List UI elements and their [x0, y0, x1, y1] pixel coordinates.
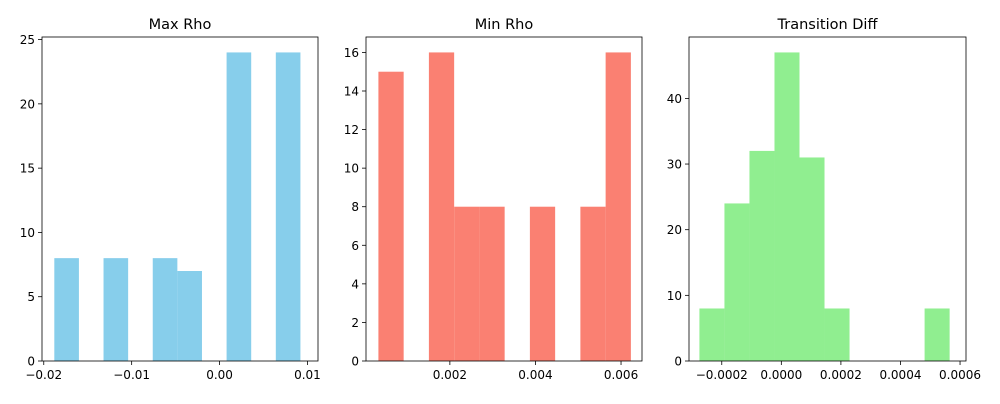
histogram-bar: [749, 150, 775, 361]
axes-frame: [688, 36, 967, 362]
x-tick-label: 0.004: [518, 368, 552, 382]
x-tick-label: 0.0002: [820, 368, 862, 382]
y-tick-label: 10: [344, 162, 359, 176]
histogram-bar: [529, 206, 556, 361]
histogram-bar: [54, 258, 79, 361]
histogram-bar: [924, 308, 950, 361]
y-tick-label: 2: [351, 316, 359, 330]
histogram-bar: [226, 52, 252, 362]
histogram-bar: [699, 308, 725, 361]
y-tick-label: 0: [27, 355, 35, 369]
x-tick-label: 0.002: [433, 368, 467, 382]
histogram-bar: [580, 206, 606, 361]
x-tick-label: −0.02: [25, 368, 62, 382]
x-tick-label: −0.01: [113, 368, 150, 382]
histogram-bar: [378, 71, 404, 362]
histogram-bar: [479, 206, 505, 361]
histogram-bar: [824, 308, 850, 361]
histogram-bars: [54, 52, 301, 362]
y-tick-label: 6: [351, 239, 359, 253]
histogram-bar: [152, 258, 178, 361]
chart-panel: −0.0002 0.0000 0.0002 0.0004 0.0006 0 10 20 30 40…: [667, 17, 981, 382]
y-tick-label: 12: [344, 123, 359, 137]
chart-title: Min Rho: [475, 17, 534, 33]
y-tick-label: 5: [27, 290, 35, 304]
y-tick-label: 16: [344, 46, 359, 60]
y-tick-label: 10: [20, 226, 35, 240]
x-tick-label: 0.006: [604, 368, 638, 382]
histogram-bar: [724, 203, 750, 361]
chart-panel: 0.002 0.004 0.006 0 2 4 6 8 10 12 14 16 Min Rho: [344, 17, 643, 382]
y-tick-label: 4: [351, 277, 359, 291]
histogram-bar: [454, 206, 480, 361]
y-tick-label: 30: [667, 158, 682, 172]
histogram-bar: [275, 52, 301, 362]
x-tick-label: 0.00: [206, 368, 233, 382]
x-tick-label: −0.0002: [696, 368, 748, 382]
y-tick-label: 0: [674, 355, 682, 369]
y-tick-label: 25: [20, 33, 35, 47]
axes-frame: [41, 36, 319, 362]
x-tick-label: 0.01: [294, 368, 321, 382]
histogram-bar: [605, 52, 631, 362]
y-tick-label: 10: [667, 289, 682, 303]
y-tick-label: 20: [667, 223, 682, 237]
y-tick-label: 40: [667, 92, 682, 106]
histogram-bars: [378, 52, 631, 362]
histogram-bar: [799, 157, 825, 361]
x-tick-label: 0.0000: [760, 368, 802, 382]
axes-frame: [365, 36, 643, 362]
x-tick-label: 0.0004: [879, 368, 921, 382]
histogram-bar: [177, 271, 202, 361]
histogram-bars: [699, 52, 950, 362]
y-tick-label: 0: [351, 355, 359, 369]
x-tick-label: 0.0006: [939, 368, 981, 382]
chart-panel: −0.02 −0.01 0.00 0.01 0 5 10 15 20 25 Max Rho: [20, 17, 321, 382]
y-tick-label: 14: [344, 85, 359, 99]
y-tick-label: 20: [20, 97, 35, 111]
histogram-bar: [774, 52, 800, 362]
y-tick-label: 15: [20, 162, 35, 176]
histogram-bar: [103, 258, 129, 361]
y-tick-label: 8: [351, 200, 359, 214]
chart-title: Transition Diff: [777, 17, 879, 33]
histogram-bar: [428, 52, 455, 362]
chart-title: Max Rho: [149, 17, 212, 33]
